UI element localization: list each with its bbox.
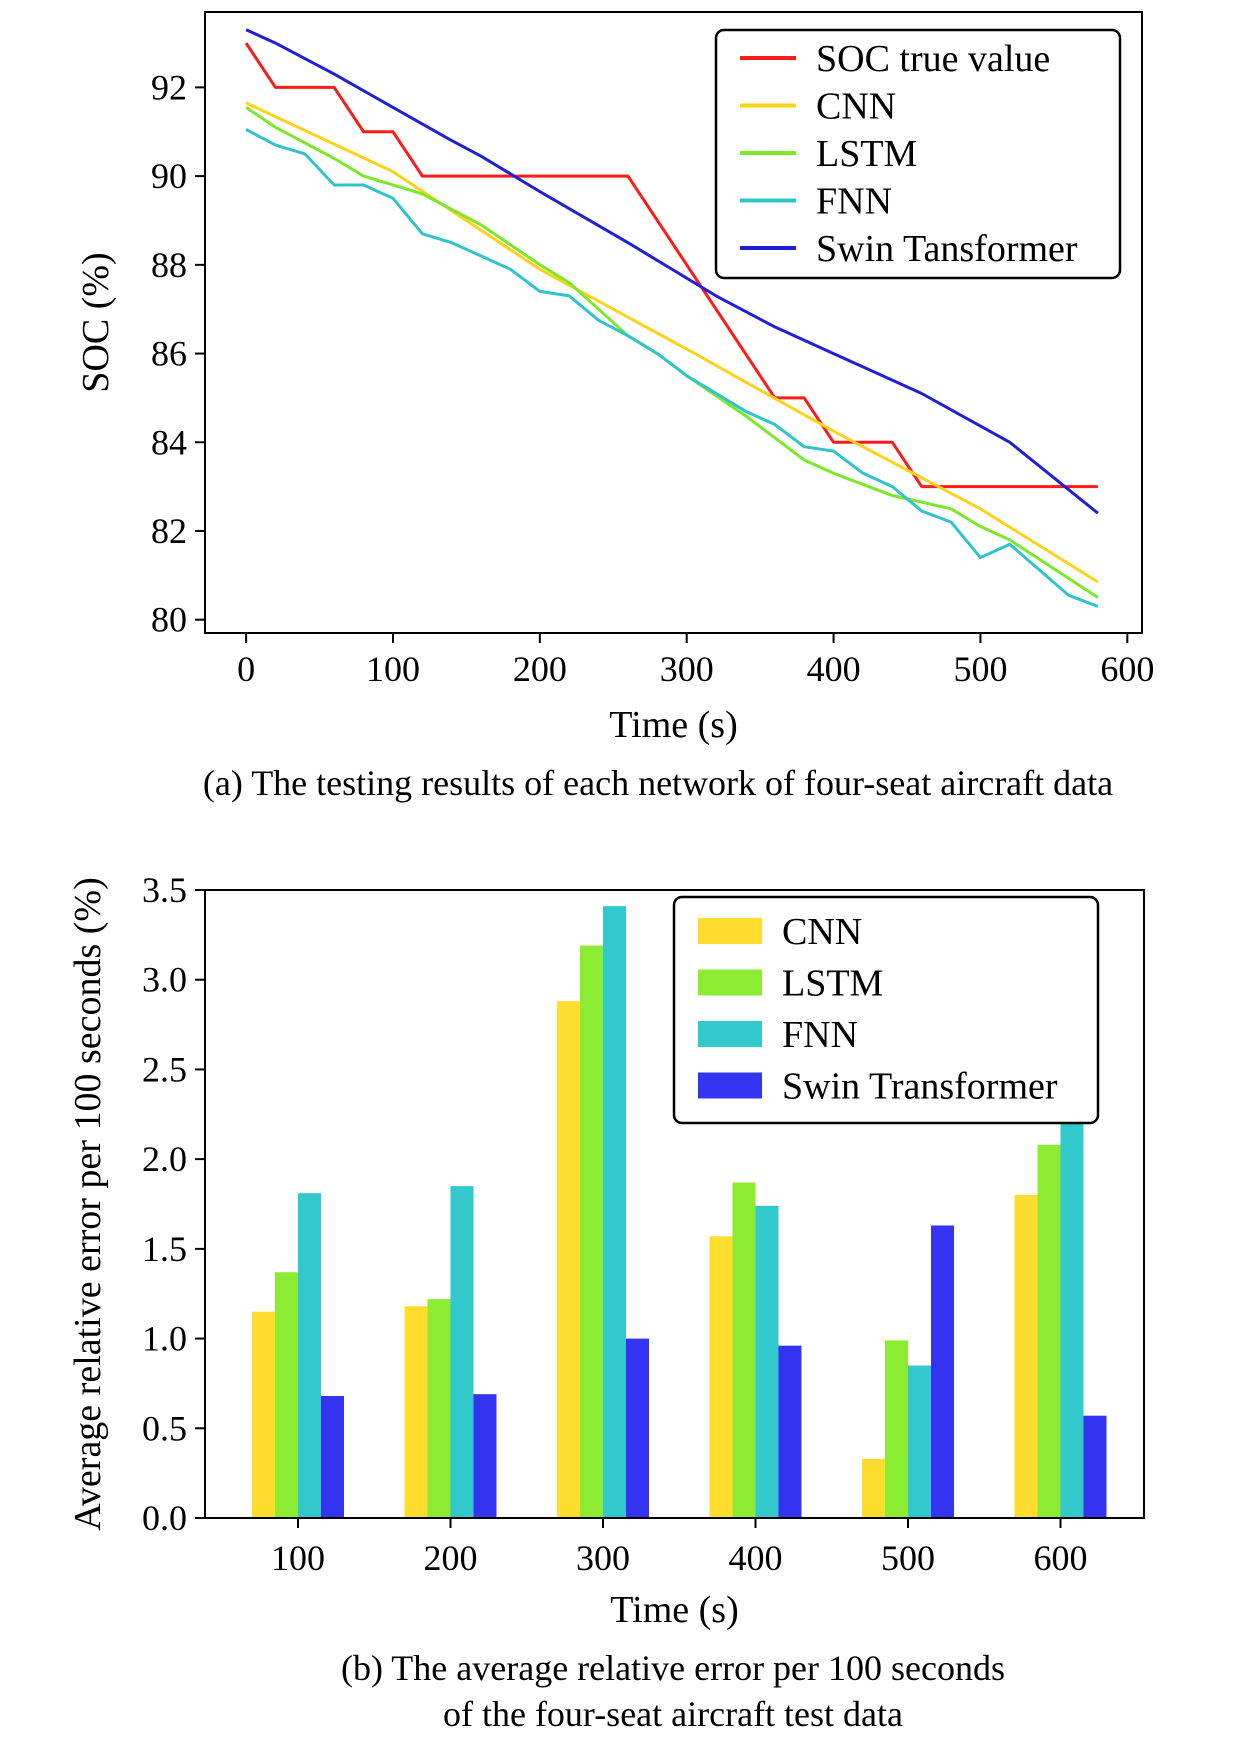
y-tick-label: 3.5 (142, 870, 187, 910)
x-tick-label: 100 (271, 1538, 325, 1578)
bar-3-5 (1083, 1415, 1107, 1518)
legend-swatch (698, 969, 762, 996)
x-tick-label: 600 (1034, 1538, 1088, 1578)
y-tick-label: 2.0 (142, 1139, 187, 1179)
x-tick-label: 400 (729, 1538, 783, 1578)
x-tick-label: 0 (237, 649, 255, 689)
y-tick-label: 0.0 (142, 1498, 187, 1538)
y-axis-label: Average relative error per 100 seconds (… (67, 877, 109, 1530)
x-tick-label: 200 (424, 1538, 478, 1578)
legend-label: Swin Tansformer (816, 228, 1078, 270)
bar-2-5 (1060, 1114, 1084, 1518)
bar-3-2 (626, 1338, 649, 1518)
caption-line-1: (b) The average relative error per 100 s… (341, 1648, 1005, 1688)
bar-0-1 (404, 1306, 428, 1518)
bar-chart: 100 200 300 400 500 600 0.0 0.5 1.0 1.5 2.0 2.5 3.0… (67, 870, 1145, 1734)
legend: SOC true value CNN LSTM FNN Swin Tansformer (714, 28, 1122, 280)
plot-frame (204, 889, 1145, 1519)
legend-label: CNN (816, 86, 896, 128)
legend-swatch (698, 1072, 762, 1099)
x-axis-ticks: 100 200 300 400 500 600 (271, 1518, 1088, 1578)
y-tick-label: 2.5 (142, 1049, 187, 1089)
y-axis-label: SOC (%) (75, 252, 117, 392)
line-chart: 0 100 200 300 400 500 600 80 82 84 86 88 90 92 Time … (75, 11, 1154, 803)
bar-1-5 (1037, 1144, 1061, 1518)
x-tick-label: 300 (660, 649, 714, 689)
x-axis-label: Time (s) (609, 704, 737, 746)
y-tick-label: 84 (151, 422, 187, 462)
legend-swatch (698, 1021, 762, 1047)
plot-frame (204, 11, 1143, 634)
legend-label: SOC true value (816, 38, 1050, 80)
y-tick-label: 88 (151, 245, 187, 285)
bar-2-3 (755, 1205, 779, 1518)
y-axis-ticks: 0.0 0.5 1.0 1.5 2.0 2.5 3.0 3.5 (142, 870, 205, 1538)
bar-3-0 (321, 1396, 344, 1518)
line-series-4 (245, 28, 1099, 515)
y-tick-label: 3.0 (142, 960, 187, 1000)
x-axis-label: Time (s) (610, 1589, 738, 1631)
bar-0-0 (252, 1311, 275, 1518)
x-tick-label: 200 (513, 649, 567, 689)
line-series-0 (244, 42, 1098, 489)
x-tick-label: 400 (807, 649, 861, 689)
legend-label: LSTM (782, 963, 883, 1005)
y-tick-label: 90 (151, 156, 187, 196)
bar-2-4 (908, 1365, 931, 1518)
bar-series-group (252, 906, 1107, 1518)
bar-3-3 (778, 1345, 802, 1518)
bar-3-1 (473, 1394, 497, 1518)
y-tick-label: 1.5 (142, 1229, 187, 1269)
y-tick-label: 92 (151, 67, 187, 107)
line-series-group (244, 28, 1099, 608)
legend-swatch (698, 918, 762, 944)
bar-0-2 (557, 1001, 580, 1518)
legend-label: CNN (782, 911, 862, 953)
y-tick-label: 86 (151, 334, 187, 374)
legend-label: FNN (782, 1014, 858, 1056)
bar-1-1 (427, 1299, 451, 1518)
line-series-1 (245, 101, 1099, 584)
caption-line-2: of the four-seat aircraft test data (443, 1694, 903, 1734)
caption: (a) The testing results of each network … (203, 763, 1113, 803)
legend-frame (672, 895, 1100, 1125)
line-series-3 (245, 128, 1099, 608)
bar-2-0 (298, 1193, 321, 1518)
bar-0-4 (862, 1458, 885, 1518)
y-tick-label: 0.5 (142, 1408, 187, 1448)
bar-0-5 (1014, 1195, 1038, 1518)
bar-1-3 (732, 1182, 756, 1518)
legend-frame (714, 28, 1122, 280)
bar-0-3 (709, 1236, 733, 1518)
x-tick-label: 100 (366, 649, 420, 689)
y-tick-label: 1.0 (142, 1319, 187, 1359)
legend-label: Swin Transformer (782, 1066, 1058, 1108)
x-tick-label: 300 (576, 1538, 630, 1578)
x-tick-label: 500 (953, 649, 1007, 689)
y-tick-label: 82 (151, 511, 187, 551)
legend: CNN LSTM FNN Swin Transformer (672, 895, 1100, 1125)
bar-3-4 (931, 1225, 954, 1518)
y-tick-label: 80 (151, 600, 187, 640)
bar-1-2 (580, 945, 603, 1518)
bar-1-4 (885, 1340, 908, 1518)
legend-label: LSTM (816, 133, 917, 175)
bar-1-0 (275, 1272, 298, 1518)
bar-2-2 (603, 906, 626, 1518)
x-tick-label: 500 (881, 1538, 935, 1578)
legend-label: FNN (816, 181, 892, 223)
bar-2-1 (450, 1186, 474, 1518)
x-axis-ticks: 0 100 200 300 400 500 600 (237, 633, 1154, 689)
x-tick-label: 600 (1100, 649, 1154, 689)
y-axis-ticks: 80 82 84 86 88 90 92 (151, 67, 205, 640)
